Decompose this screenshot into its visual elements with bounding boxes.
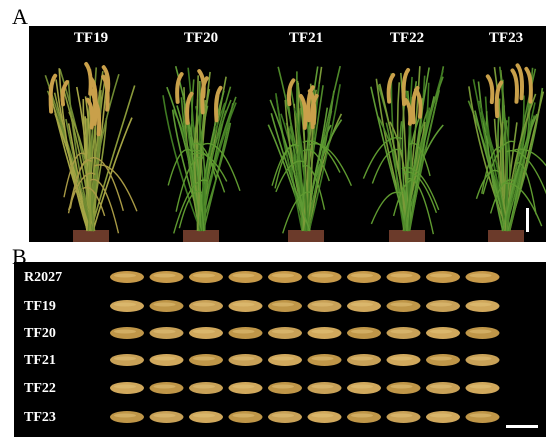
plant-label-5: TF23 bbox=[488, 30, 524, 46]
plant-label-1: TF19 bbox=[73, 30, 109, 46]
plant-label-2: TF20 bbox=[183, 30, 219, 46]
rice-grains-photo: R2027 TF19 TF20 TF21 TF22 TF23 bbox=[14, 262, 546, 437]
panel-a-letter: A bbox=[12, 4, 28, 29]
row-label-2: TF19 bbox=[24, 299, 56, 314]
scale-bar-b bbox=[506, 425, 538, 428]
rice-plant bbox=[267, 65, 353, 242]
rice-plant bbox=[162, 65, 241, 242]
rice-plants-photo: TF19 TF20 TF21 TF22 TF23 bbox=[29, 26, 546, 242]
row-label-5: TF22 bbox=[24, 381, 56, 396]
scale-bar-a bbox=[526, 208, 529, 232]
rice-plant bbox=[362, 66, 445, 242]
row-label-3: TF20 bbox=[24, 326, 56, 341]
rice-plant bbox=[467, 63, 546, 242]
plant-label-3: TF21 bbox=[288, 30, 324, 46]
plants-illustration bbox=[44, 62, 546, 242]
grains-illustration bbox=[110, 271, 500, 423]
plant-label-4: TF22 bbox=[389, 30, 425, 46]
row-label-6: TF23 bbox=[24, 410, 56, 425]
rice-plant bbox=[44, 62, 138, 242]
row-label-1: R2027 bbox=[24, 270, 63, 285]
row-label-4: TF21 bbox=[24, 353, 56, 368]
